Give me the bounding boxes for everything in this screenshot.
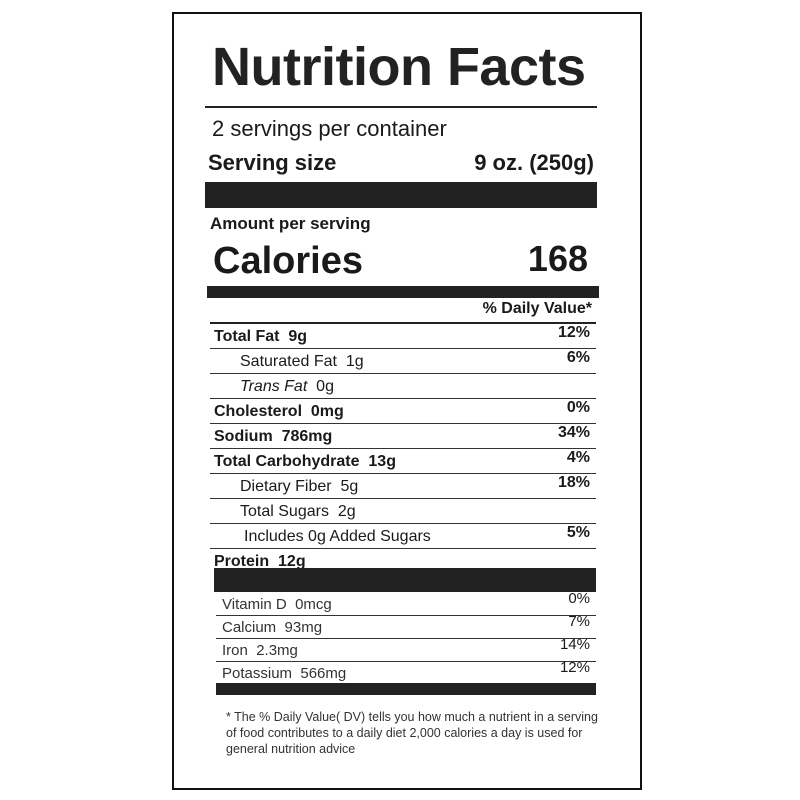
footnote: * The % Daily Value( DV) tells you how m… — [226, 710, 598, 756]
calories-value: 168 — [527, 238, 588, 279]
vitamin-row: Vitamin D 0mcg 0% — [216, 590, 596, 616]
divider — [210, 322, 596, 324]
thick-divider — [214, 568, 596, 592]
vitamin-name: Iron 2.3mg — [222, 642, 298, 659]
label-border — [172, 12, 642, 790]
thick-divider — [205, 182, 597, 208]
servings-per-container: 2 servings per container — [212, 116, 447, 141]
vitamin-row: Calcium 93mg 7% — [216, 613, 596, 639]
nutrient-name: Dietary Fiber 5g — [240, 478, 359, 495]
nutrient-row: Protein 12g — [210, 548, 596, 573]
nutrient-dv: 18% — [557, 474, 590, 491]
vitamin-dv: 14% — [559, 636, 590, 653]
vitamin-dv: 7% — [568, 613, 590, 630]
nutrient-dv: 6% — [566, 349, 590, 366]
calories-label: Calories — [213, 240, 363, 282]
vitamin-row: Potassium 566mg 12% — [216, 659, 596, 684]
serving-size-value: 9 oz. (250g) — [474, 150, 594, 175]
label-title: Nutrition Facts — [212, 37, 586, 97]
vitamin-dv: 0% — [568, 590, 590, 607]
nutrient-name: Trans Fat 0g — [240, 378, 334, 395]
nutrient-row: Dietary Fiber 5g 18% — [210, 473, 596, 499]
nutrient-name: Total Carbohydrate 13g — [214, 453, 396, 470]
vitamin-name: Potassium 566mg — [222, 665, 347, 682]
nutrient-row: Saturated Fat 1g 6% — [210, 348, 596, 374]
nutrient-dv: 0% — [566, 399, 590, 416]
amount-per-serving: Amount per serving — [210, 214, 371, 233]
nutrient-name: Total Sugars 2g — [240, 503, 356, 520]
nutrient-dv: 34% — [557, 424, 590, 441]
nutrient-name: Saturated Fat 1g — [240, 353, 364, 370]
nutrient-row: Cholesterol 0mg 0% — [210, 398, 596, 424]
nutrient-row: Total Sugars 2g — [210, 498, 596, 524]
daily-value-header: % Daily Value* — [482, 300, 592, 317]
nutrient-name: Protein 12g — [214, 553, 306, 570]
divider — [205, 106, 597, 108]
nutrient-dv: 12% — [557, 324, 590, 341]
vitamin-name: Calcium 93mg — [222, 619, 323, 636]
nutrient-name: Cholesterol 0mg — [214, 403, 344, 420]
nutrient-row: Trans Fat 0g — [210, 373, 596, 399]
vitamin-name: Vitamin D 0mcg — [222, 596, 332, 613]
medium-divider — [207, 286, 599, 298]
medium-divider — [216, 683, 596, 695]
nutrient-dv: 4% — [566, 449, 590, 466]
nutrient-dv: 5% — [566, 524, 590, 541]
nutrient-row: Total Fat 9g 12% — [210, 323, 596, 349]
nutrient-row: Sodium 786mg 34% — [210, 423, 596, 449]
nutrient-name: Includes 0g Added Sugars — [244, 528, 431, 545]
vitamin-dv: 12% — [559, 659, 590, 676]
vitamin-row: Iron 2.3mg 14% — [216, 636, 596, 662]
nutrient-row: Total Carbohydrate 13g 4% — [210, 448, 596, 474]
serving-size-label: Serving size — [208, 150, 337, 175]
nutrient-row: Includes 0g Added Sugars 5% — [210, 523, 596, 549]
nutrient-name: Sodium 786mg — [214, 428, 333, 445]
nutrient-name: Total Fat 9g — [214, 328, 308, 345]
